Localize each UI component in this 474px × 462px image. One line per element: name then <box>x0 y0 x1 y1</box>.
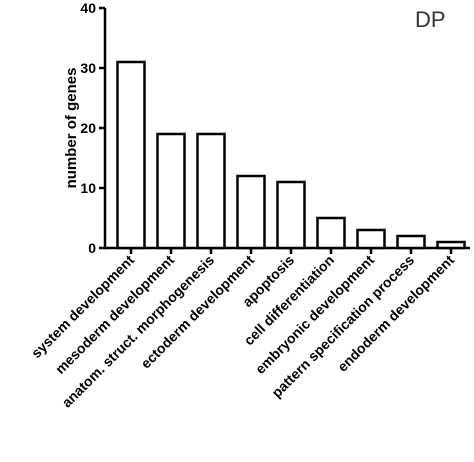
y-tick-label: 20 <box>80 120 96 136</box>
bar-1 <box>156 132 186 250</box>
bar-0 <box>116 60 146 250</box>
bar-7 <box>396 234 426 250</box>
y-tick-label: 30 <box>80 60 96 76</box>
bar-6 <box>356 228 386 250</box>
y-tick-label: 40 <box>80 0 96 16</box>
bar-3 <box>236 174 266 250</box>
bar-2 <box>196 132 226 250</box>
panel-label: DP <box>415 7 446 32</box>
bar-8 <box>436 240 466 250</box>
y-ticks: 0 10 20 30 40 <box>80 0 105 256</box>
x-tick-label: anatom. struct. morphogenesis <box>58 252 217 411</box>
bars <box>116 60 466 250</box>
bar-5 <box>316 216 346 250</box>
bar-4 <box>276 180 306 250</box>
y-tick-label: 10 <box>80 180 96 196</box>
y-axis-title: number of genes <box>63 68 80 189</box>
y-tick-label: 0 <box>88 240 96 256</box>
